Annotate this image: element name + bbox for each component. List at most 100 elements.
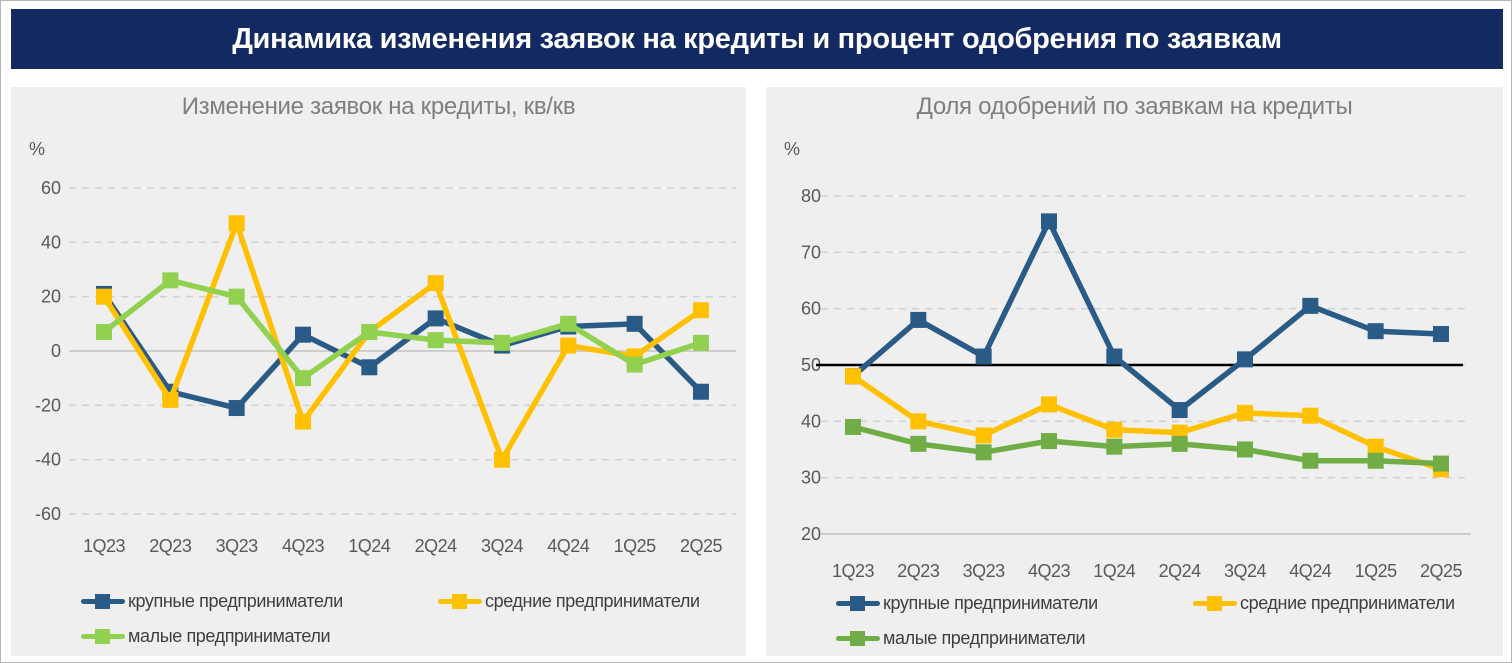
- legend-item: средние предприниматели: [1193, 593, 1455, 613]
- data-point: [626, 315, 643, 332]
- legend-label: средние предприниматели: [1240, 592, 1455, 613]
- data-point: [96, 288, 112, 305]
- data-point: [910, 435, 927, 452]
- legend-label: крупные предприниматели: [128, 590, 343, 611]
- left-chart-title: Изменение заявок на кредиты, кв/кв: [181, 93, 576, 120]
- data-point: [975, 444, 992, 461]
- x-tick-label: 2Q24: [1159, 561, 1202, 581]
- data-point: [1432, 326, 1449, 343]
- data-point: [975, 348, 992, 365]
- series-line-1: [101, 220, 704, 463]
- y-tick-label: 50: [801, 355, 821, 375]
- data-point: [294, 413, 311, 430]
- right-chart-title: Доля одобрений по заявкам на кредиты: [916, 93, 1353, 120]
- data-point: [692, 383, 709, 400]
- data-point: [493, 334, 510, 351]
- legend-marker-icon: [836, 630, 880, 646]
- y-tick-label: 0: [51, 341, 61, 361]
- y-tick-label: 40: [801, 411, 821, 431]
- data-point: [975, 427, 992, 444]
- data-point: [1040, 433, 1057, 450]
- data-point: [1367, 323, 1384, 340]
- data-point: [1106, 421, 1123, 438]
- left-chart-y-axis-unit: %: [29, 139, 46, 159]
- x-tick-label: 3Q23: [963, 561, 1006, 581]
- x-tick-label: 2Q25: [680, 536, 723, 556]
- data-point: [493, 451, 510, 468]
- data-point: [1040, 396, 1057, 413]
- x-tick-label: 2Q25: [1420, 561, 1463, 581]
- page-title: Динамика изменения заявок на кредиты и п…: [232, 22, 1282, 55]
- data-point: [1367, 452, 1384, 469]
- data-point: [626, 356, 643, 373]
- data-point: [1236, 404, 1253, 421]
- data-point: [96, 323, 112, 340]
- left-chart-canvas: 60 40 20 0 -20 -40 -60 1Q23 2Q23 3Q23 4Q23 1Q24 2Q24…: [35, 178, 736, 556]
- x-tick-label: 1Q25: [1355, 561, 1398, 581]
- series-line-2: [850, 424, 1444, 467]
- series-line-1: [850, 373, 1444, 472]
- data-point: [1236, 441, 1253, 458]
- legend-item: малые предприниматели: [81, 625, 331, 646]
- legend-marker-icon: [1193, 595, 1237, 611]
- legend-item: крупные предприниматели: [81, 591, 343, 611]
- data-point: [845, 418, 861, 435]
- data-point: [1302, 452, 1319, 469]
- page-title-bar: Динамика изменения заявок на кредиты и п…: [11, 9, 1503, 69]
- left-chart-panel: Изменение заявок на кредиты, кв/кв % 60 4…: [11, 87, 746, 656]
- data-point: [162, 272, 179, 289]
- y-tick-label: -40: [35, 450, 61, 470]
- series-line-0: [101, 291, 704, 411]
- legend-marker-icon: [81, 593, 125, 609]
- data-point: [560, 315, 577, 332]
- y-tick-label: -20: [35, 395, 61, 415]
- x-tick-label: 1Q23: [832, 561, 875, 581]
- x-tick-label: 1Q25: [614, 536, 657, 556]
- y-tick-label: 60: [41, 178, 61, 198]
- legend-label: малые предприниматели: [128, 625, 331, 646]
- series-line-2: [101, 277, 704, 381]
- y-tick-label: 20: [41, 287, 61, 307]
- data-point: [1432, 455, 1449, 472]
- right-chart-y-axis-unit: %: [784, 139, 801, 159]
- x-tick-label: 1Q24: [348, 536, 391, 556]
- data-point: [427, 332, 444, 349]
- x-tick-label: 2Q23: [149, 536, 192, 556]
- x-tick-label: 1Q23: [83, 536, 126, 556]
- data-point: [294, 326, 311, 343]
- data-point: [361, 323, 378, 340]
- data-point: [294, 370, 311, 387]
- y-tick-label: -60: [35, 504, 61, 524]
- legend-item: крупные предприниматели: [836, 593, 1098, 613]
- x-tick-label: 4Q23: [1028, 561, 1071, 581]
- data-point: [228, 288, 245, 305]
- y-tick-label: 80: [801, 186, 821, 206]
- data-point: [1367, 438, 1384, 455]
- y-tick-label: 20: [801, 524, 821, 544]
- y-tick-label: 60: [801, 299, 821, 319]
- data-point: [845, 368, 861, 385]
- legend-marker-icon: [836, 595, 880, 611]
- right-chart-panel: Доля одобрений по заявкам на кредиты % 8…: [766, 87, 1503, 656]
- data-point: [910, 311, 927, 328]
- x-tick-label: 3Q24: [1224, 561, 1267, 581]
- legend-item: средние предприниматели: [438, 591, 700, 611]
- data-point: [228, 215, 245, 232]
- x-tick-label: 3Q23: [216, 536, 259, 556]
- y-tick-label: 70: [801, 242, 821, 262]
- data-point: [162, 391, 179, 408]
- data-point: [1106, 348, 1123, 365]
- x-tick-label: 2Q24: [415, 536, 458, 556]
- data-point: [692, 334, 709, 351]
- legend-label: крупные предприниматели: [883, 592, 1098, 613]
- data-point: [228, 400, 245, 417]
- x-tick-label: 4Q23: [282, 536, 325, 556]
- data-point: [692, 302, 709, 319]
- legend-label: малые предприниматели: [883, 627, 1086, 648]
- legend-item: малые предприниматели: [836, 627, 1086, 648]
- data-point: [1236, 351, 1253, 368]
- data-point: [910, 413, 927, 430]
- right-chart-canvas: 80 70 60 50 40 30 20 1Q23 2Q23 3Q23 4Q23 1Q24 2Q24 3Q…: [801, 186, 1471, 581]
- data-point: [427, 275, 444, 292]
- data-point: [560, 337, 577, 354]
